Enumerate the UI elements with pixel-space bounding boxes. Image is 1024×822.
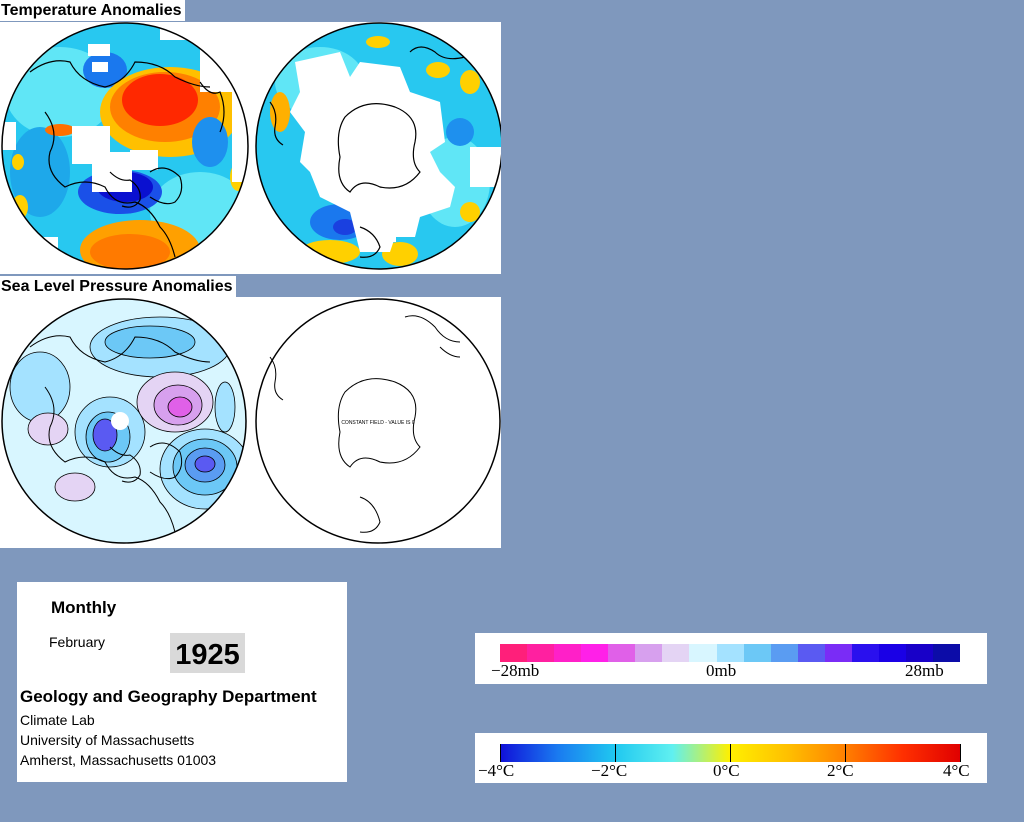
pressure-scale-swatch bbox=[527, 644, 555, 662]
pressure-color-scale: −28mb 0mb 28mb bbox=[475, 633, 987, 684]
pressure-maps-panel: CONSTANT FIELD - VALUE IS 0 bbox=[0, 297, 501, 548]
pressure-scale-swatch bbox=[824, 644, 852, 662]
frequency-label: Monthly bbox=[51, 598, 117, 617]
south-hemisphere-pressure-map: CONSTANT FIELD - VALUE IS 0 bbox=[255, 298, 501, 544]
department-name: Geology and Geography Department bbox=[20, 687, 317, 706]
temperature-anomalies-title: Temperature Anomalies bbox=[0, 0, 185, 21]
sea-level-pressure-anomalies-title: Sea Level Pressure Anomalies bbox=[0, 276, 236, 297]
pressure-scale-swatch bbox=[797, 644, 825, 662]
temperature-scale-tick bbox=[730, 744, 731, 762]
constant-field-note: CONSTANT FIELD - VALUE IS 0 bbox=[341, 420, 415, 426]
pressure-scale-swatch bbox=[689, 644, 717, 662]
city-address: Amherst, Massachusetts 01003 bbox=[20, 752, 217, 768]
pressure-scale-swatch bbox=[500, 644, 528, 662]
north-hemisphere-pressure-map bbox=[2, 299, 246, 543]
pressure-scale-swatch bbox=[662, 644, 690, 662]
pressure-label-mid: 0mb bbox=[706, 661, 737, 680]
pressure-scale-swatch bbox=[933, 644, 961, 662]
south-hemisphere-temperature-map bbox=[256, 23, 501, 269]
north-hemisphere-temperature-map bbox=[2, 23, 248, 269]
pressure-label-min: −28mb bbox=[491, 661, 540, 680]
pressure-scale-swatch bbox=[635, 644, 663, 662]
temperature-maps-panel bbox=[0, 22, 501, 274]
pressure-scale-swatch bbox=[608, 644, 636, 662]
temperature-scale-tick bbox=[500, 744, 501, 762]
pressure-color-bar bbox=[500, 644, 961, 662]
temperature-scale-tick bbox=[960, 744, 961, 762]
pressure-label-max: 28mb bbox=[905, 661, 944, 680]
pressure-scale-swatch bbox=[878, 644, 906, 662]
pressure-scale-swatch bbox=[716, 644, 744, 662]
temperature-label-3: 2°C bbox=[827, 761, 854, 780]
temperature-label-2: 0°C bbox=[713, 761, 740, 780]
pressure-scale-swatch bbox=[743, 644, 771, 662]
temperature-color-scale: −4°C −2°C 0°C 2°C 4°C bbox=[475, 733, 987, 783]
temperature-scale-tick bbox=[845, 744, 846, 762]
lab-name: Climate Lab bbox=[20, 712, 95, 728]
temperature-label-1: −2°C bbox=[591, 761, 628, 780]
month-label: February bbox=[49, 634, 106, 650]
pressure-scale-swatch bbox=[905, 644, 933, 662]
temperature-label-4: 4°C bbox=[943, 761, 970, 780]
temperature-scale-tick bbox=[615, 744, 616, 762]
temperature-color-bar bbox=[500, 744, 961, 762]
temperature-label-0: −4°C bbox=[478, 761, 515, 780]
pressure-scale-swatch bbox=[770, 644, 798, 662]
year-label: 1925 bbox=[170, 633, 245, 673]
pressure-scale-swatch bbox=[851, 644, 879, 662]
pressure-scale-swatch bbox=[554, 644, 582, 662]
university-name: University of Massachusetts bbox=[20, 732, 195, 748]
pressure-scale-swatch bbox=[581, 644, 609, 662]
info-panel: Monthly February 1925 Geology and Geogra… bbox=[17, 582, 347, 782]
